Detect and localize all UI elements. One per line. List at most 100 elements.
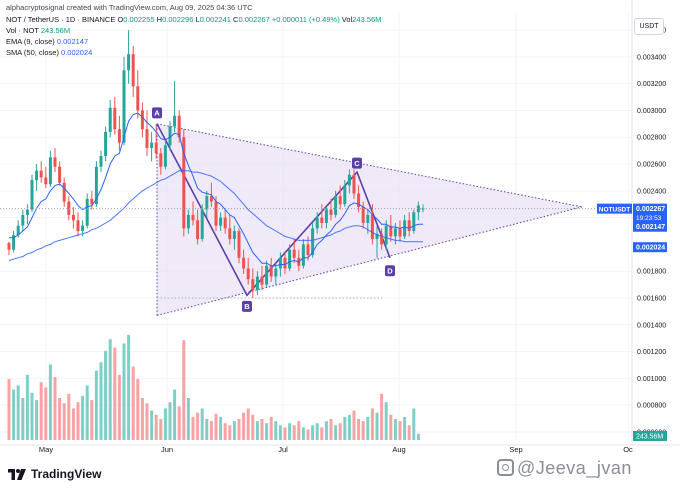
y-tick-label: 0.001200 (637, 349, 666, 356)
candle-body (265, 265, 269, 285)
currency-button[interactable]: USDT (634, 18, 664, 35)
candle-body (35, 170, 39, 181)
volume-bar (412, 408, 416, 440)
x-tick-label: Jul (278, 445, 288, 454)
volume-bar (145, 403, 149, 440)
volume-bar (288, 423, 292, 440)
volume-bar (44, 387, 48, 440)
candle-body (219, 217, 223, 226)
change-value: +0.000011 (+0.49%) (271, 15, 340, 24)
ema-indicator-line[interactable]: EMA (9, close) 0.002147 (6, 37, 88, 47)
volume-bar (311, 425, 315, 440)
candle-body (117, 129, 121, 143)
pattern-label-d-box (385, 265, 395, 277)
volume-bar (278, 425, 282, 440)
sma-indicator-line[interactable]: SMA (50, close) 0.002024 (6, 48, 92, 58)
symbol-tag: NOTUSDT (599, 207, 630, 214)
candle-body (62, 182, 66, 202)
candle-body (255, 276, 259, 290)
candle-body (159, 153, 163, 167)
candle-body (12, 235, 16, 250)
high-label: H (156, 15, 163, 24)
volume-bar (301, 427, 305, 440)
candle-body (301, 244, 305, 266)
volume-bar (62, 403, 66, 440)
volume-bar (393, 419, 397, 440)
candle-body (71, 214, 75, 221)
volume-bar (168, 402, 172, 440)
candle-body (251, 279, 255, 290)
volume-bar (163, 408, 167, 440)
tradingview-logo[interactable]: TradingView (8, 467, 101, 481)
y-tick-label: 0.001400 (637, 322, 666, 329)
volume-bar (173, 389, 177, 440)
volume-bar (398, 421, 402, 440)
candle-body (292, 249, 296, 258)
volume-bar (315, 423, 319, 440)
symbol-pair[interactable]: NOT / TetherUS · 1D · BINANCE (6, 15, 116, 24)
candle-body (168, 126, 172, 146)
volume-indicator-line[interactable]: Vol · NOT 243.56M (6, 26, 70, 36)
candle-body (186, 214, 190, 229)
candle-body (283, 257, 287, 269)
volume-bar (108, 339, 112, 440)
candle-body (407, 220, 411, 232)
volume-bar (113, 347, 117, 440)
candle-body (320, 217, 324, 223)
symbol-tag-bg (597, 203, 632, 214)
volume-bar (329, 419, 333, 440)
close-value: 0.002267 (238, 15, 270, 24)
candle-body (343, 185, 347, 205)
candle-body (357, 193, 361, 207)
volume-bar (200, 408, 204, 440)
volume-bar (127, 335, 131, 440)
candle-body (384, 225, 388, 245)
low-value: 0.002241 (199, 15, 231, 24)
candle-body (228, 228, 232, 240)
candle-body (67, 201, 71, 215)
volume-bar (370, 408, 374, 440)
sma-50-line (8, 170, 423, 261)
volume-bar (136, 379, 140, 440)
candle-body (145, 129, 149, 148)
pattern-label-a-box (152, 107, 162, 119)
ema-price-tag: 0.002147 (636, 224, 665, 231)
volume-bar (242, 412, 246, 440)
pattern-label-c-box (352, 157, 362, 169)
candle-body (177, 115, 181, 138)
volume-bar (122, 343, 126, 440)
volume-bar (159, 419, 163, 440)
candle-body (104, 131, 108, 156)
volume-bar (357, 419, 361, 440)
volume-bar (389, 414, 393, 440)
candle-body (370, 214, 374, 240)
volume-bar (237, 419, 241, 440)
volume-bar (58, 398, 62, 440)
candle-body (163, 145, 167, 167)
upper-trendline (156, 123, 583, 208)
candle-body (44, 177, 48, 185)
volume-bar (274, 421, 278, 440)
y-tick-label: 0.001000 (637, 376, 666, 383)
candle-body (214, 201, 218, 226)
pattern-label-d: D (387, 267, 393, 276)
candle-body (7, 243, 11, 250)
candle-body (21, 214, 25, 226)
triangle-fill (157, 123, 582, 316)
candle-body (122, 70, 126, 143)
last-price-tag: 0.002267 (636, 206, 665, 213)
candle-body (403, 220, 407, 237)
volume-bar (347, 414, 351, 440)
low-label: L (195, 15, 200, 24)
volume-bar (407, 425, 411, 440)
volume-bar (191, 416, 195, 440)
volume-bar (416, 433, 420, 440)
volume-bar (403, 416, 407, 440)
candle-body (260, 276, 264, 285)
volume-indicator-value: 243.56M (40, 26, 71, 35)
volume-bar (283, 427, 287, 440)
volume-bars (7, 335, 420, 440)
tradingview-logo-text: TradingView (31, 467, 102, 481)
volume-bar (297, 421, 301, 440)
